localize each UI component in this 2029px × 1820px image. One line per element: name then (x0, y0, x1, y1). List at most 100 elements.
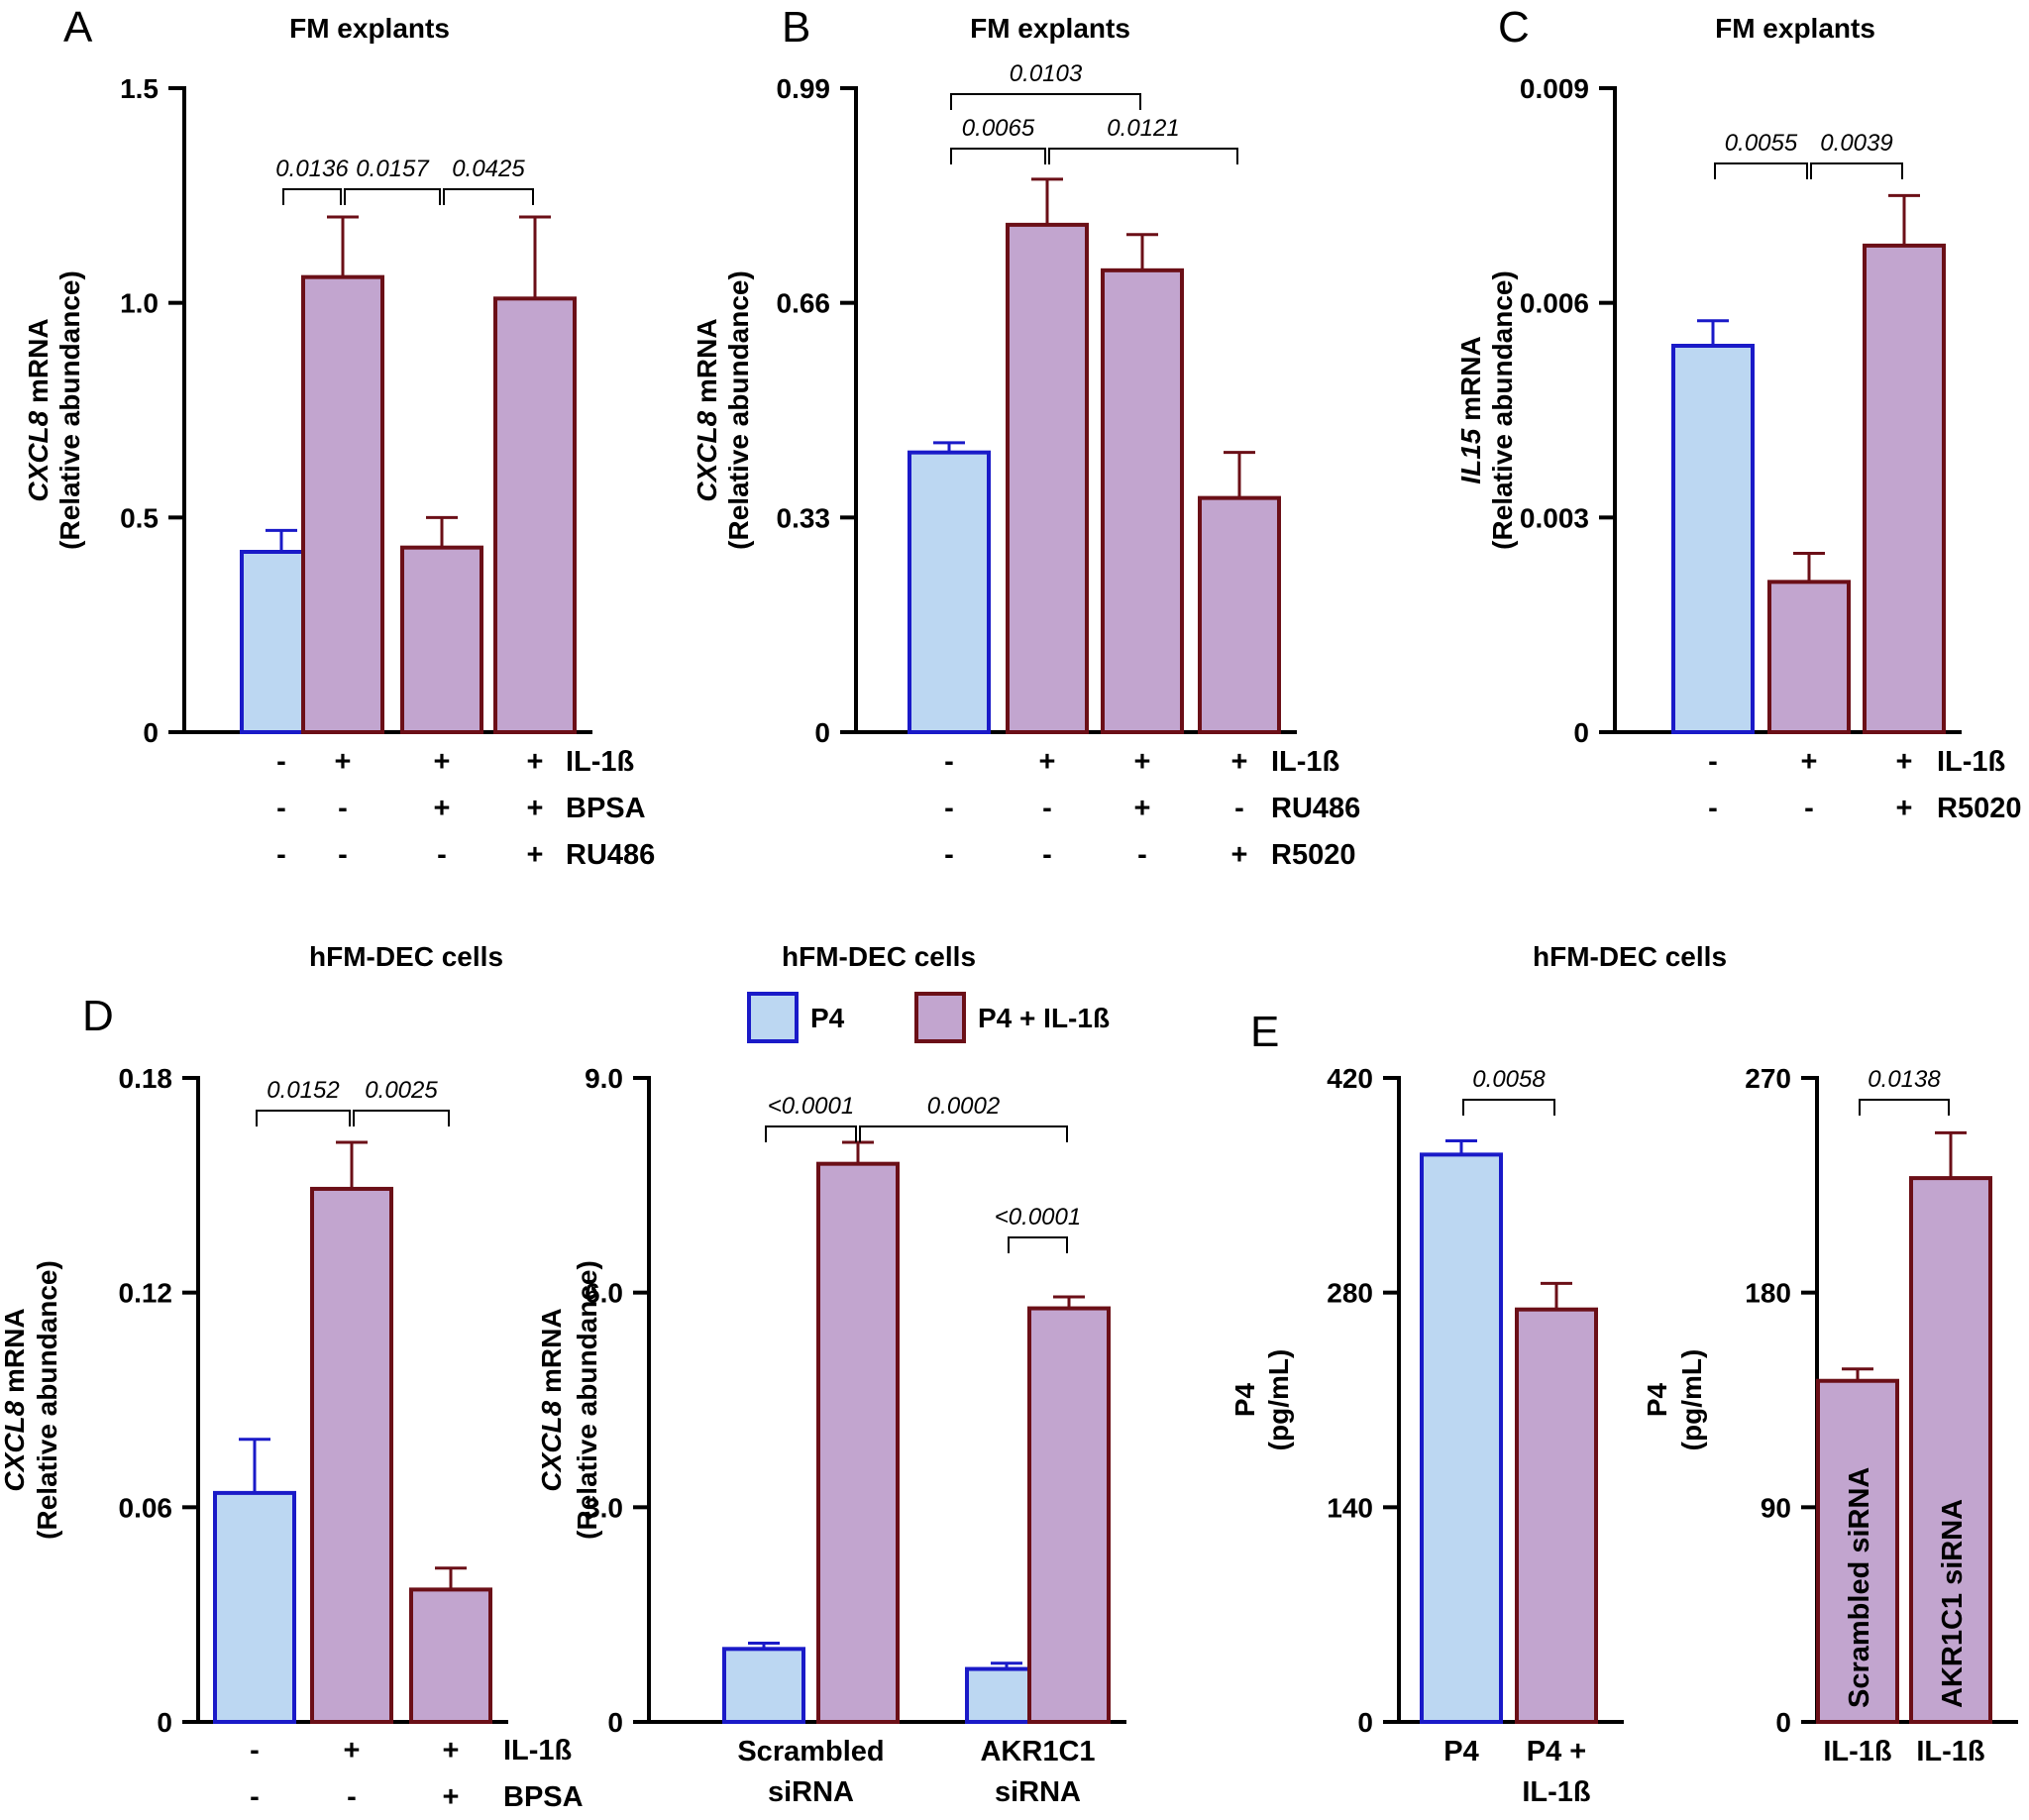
condition-mark: + (344, 1735, 361, 1766)
bar-label: P4 + (1527, 1736, 1586, 1767)
y-axis-unit: mRNA (536, 1308, 567, 1400)
condition-mark: - (250, 1735, 260, 1766)
group-label: AKR1C1 (980, 1736, 1095, 1767)
bar-label: IL-1ß (1916, 1736, 1984, 1767)
p-value: 0.0039 (1820, 130, 1892, 157)
y-axis-label-line2: (Relative abundance) (32, 1260, 62, 1540)
bar (1671, 344, 1755, 734)
y-axis-label: P4 (1642, 1382, 1672, 1417)
y-axis-gene: CXCL8 (0, 1400, 30, 1491)
p-value: 0.0152 (267, 1077, 339, 1104)
condition-mark: + (527, 793, 544, 824)
y-tick-label: 280 (1327, 1278, 1373, 1309)
condition-label: BPSA (503, 1781, 584, 1813)
condition-mark: + (434, 793, 451, 824)
condition-mark: - (276, 793, 286, 824)
p-value: <0.0001 (995, 1204, 1081, 1231)
y-tick-label: 0 (607, 1707, 623, 1738)
y-tick-label: 0.5 (120, 502, 159, 533)
condition-mark: - (1137, 839, 1147, 871)
y-tick-label: 0 (814, 717, 830, 748)
y-tick-label: 3.0 (585, 1492, 623, 1523)
condition-mark: + (1896, 793, 1913, 824)
condition-mark: - (944, 793, 954, 824)
y-axis-label-line2: (Relative abundance) (54, 270, 85, 550)
panel-title: FM explants (1715, 13, 1875, 44)
panel-b: B FM explants CXCL8 mRNA (Relative abundanc… (692, 3, 1360, 871)
bar (409, 1587, 492, 1725)
y-axis-label-line2: (Relative abundance) (1487, 270, 1518, 550)
y-axis-unit: P4 (1229, 1382, 1260, 1417)
y-axis-label: P4 (1229, 1382, 1260, 1417)
p-value: 0.0121 (1107, 115, 1179, 142)
bar (1863, 243, 1946, 734)
y-axis-label: CXCL8 mRNA (23, 318, 53, 501)
significance-bracket (950, 93, 1141, 110)
condition-mark: - (1708, 793, 1718, 824)
legend-swatch-p4 (747, 992, 799, 1043)
y-axis-gene: CXCL8 (692, 410, 722, 501)
bar (301, 274, 384, 734)
condition-mark: - (338, 793, 348, 824)
legend-label-p4: P4 (810, 1003, 845, 1033)
condition-mark: + (1134, 746, 1151, 778)
condition-mark: - (944, 746, 954, 778)
significance-bracket (443, 188, 534, 205)
bar (1101, 268, 1184, 734)
significance-bracket (353, 1110, 450, 1126)
bar (816, 1161, 900, 1724)
y-tick-label: 9.0 (585, 1063, 623, 1094)
bar (1027, 1306, 1111, 1724)
y-axis-unit: mRNA (1455, 336, 1486, 428)
panel-title: hFM-DEC cells (309, 941, 503, 972)
condition-mark: - (437, 839, 447, 871)
y-tick-label: 0.06 (119, 1492, 173, 1523)
bar (400, 545, 483, 735)
significance-bracket (1714, 162, 1808, 179)
group-label: siRNA (768, 1776, 854, 1808)
p-value: 0.0055 (1725, 130, 1798, 157)
y-axis-label: CXCL8 mRNA (536, 1308, 567, 1491)
bar (213, 1490, 296, 1725)
condition-mark: + (1801, 746, 1818, 778)
significance-bracket (1048, 148, 1238, 164)
bar (1816, 1378, 1899, 1724)
y-tick-label: 1.0 (120, 288, 159, 319)
condition-mark: - (1042, 839, 1052, 871)
p-value: 0.0425 (452, 156, 525, 182)
y-tick-label: 140 (1327, 1492, 1373, 1523)
p-value: 0.0025 (365, 1077, 438, 1104)
y-tick-label: 0.009 (1520, 73, 1589, 104)
condition-mark: - (1708, 746, 1718, 778)
p-value: 0.0002 (927, 1093, 1000, 1120)
p-value: 0.0103 (1010, 60, 1083, 87)
y-axis-label-line2: (pg/mL) (1676, 1349, 1707, 1451)
bar (1909, 1176, 1992, 1724)
bar-inner-label: AKR1C1 siRNA (1937, 1499, 1969, 1708)
y-axis-label-line2: (Relative abundance) (723, 270, 754, 550)
condition-label: IL-1ß (503, 1735, 572, 1766)
y-tick-label: 0 (1357, 1707, 1373, 1738)
y-tick-label: 180 (1745, 1278, 1791, 1309)
condition-label: IL-1ß (1271, 746, 1339, 778)
y-axis-unit: P4 (1642, 1382, 1672, 1417)
p-value: 0.0065 (962, 115, 1035, 142)
bar (1420, 1152, 1503, 1724)
p-value: <0.0001 (768, 1093, 854, 1120)
y-tick-label: 0.003 (1520, 502, 1589, 533)
panel-letter: C (1498, 3, 1530, 52)
condition-label: IL-1ß (1937, 746, 2005, 778)
condition-label: RU486 (566, 839, 655, 871)
bar-label: IL-1ß (1522, 1776, 1590, 1808)
legend-swatch-p4-il1b (914, 992, 966, 1043)
bar (1515, 1307, 1598, 1724)
legend: P4 P4 + IL-1ß (747, 992, 1110, 1043)
condition-mark: - (276, 839, 286, 871)
bar-inner-label: Scrambled siRNA (1844, 1467, 1875, 1708)
condition-mark: - (347, 1781, 357, 1813)
condition-mark: - (276, 746, 286, 778)
bar (310, 1186, 393, 1724)
